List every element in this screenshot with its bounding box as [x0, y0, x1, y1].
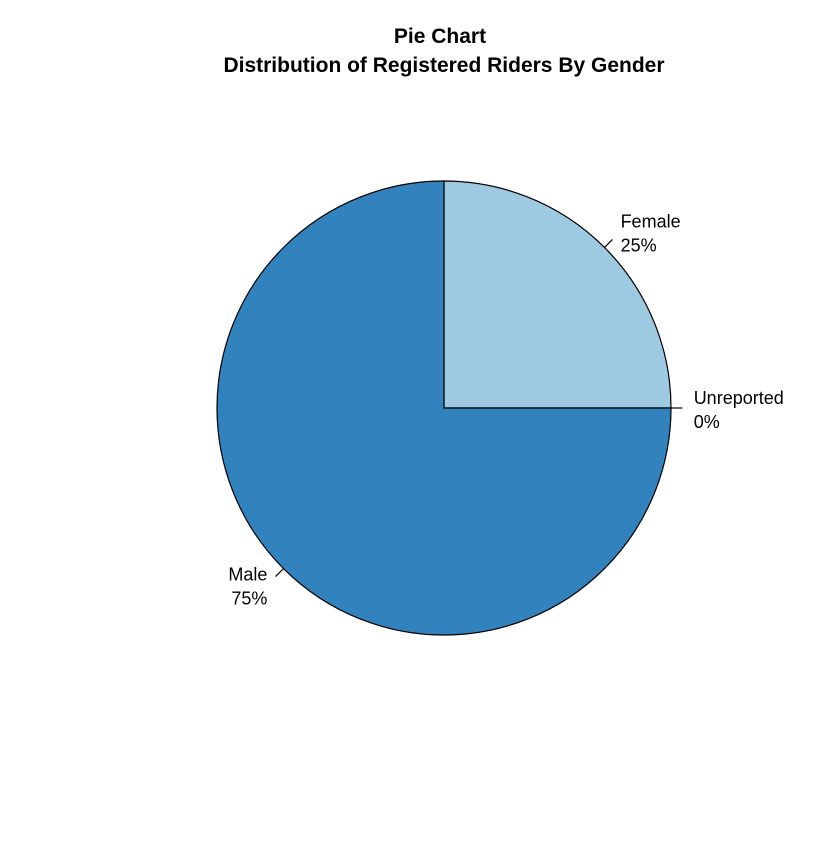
pie-slices	[216, 180, 672, 636]
slice-label-male: Male	[228, 565, 267, 585]
label-tick-male	[275, 568, 284, 577]
pie-labels: Unreported 0% Female 25% Male 75%	[228, 211, 783, 608]
slice-percent-unreported: 0%	[694, 412, 720, 432]
slice-percent-female: 25%	[621, 235, 657, 255]
label-tick-female	[604, 239, 613, 248]
slice-label-female: Female	[621, 211, 681, 231]
slice-label-unreported: Unreported	[694, 388, 784, 408]
pie-slice-female	[443, 180, 672, 409]
chart-title: Pie Chart	[394, 25, 486, 48]
chart-subtitle: Distribution of Registered Riders By Gen…	[223, 54, 664, 77]
slice-percent-male: 75%	[231, 589, 267, 609]
